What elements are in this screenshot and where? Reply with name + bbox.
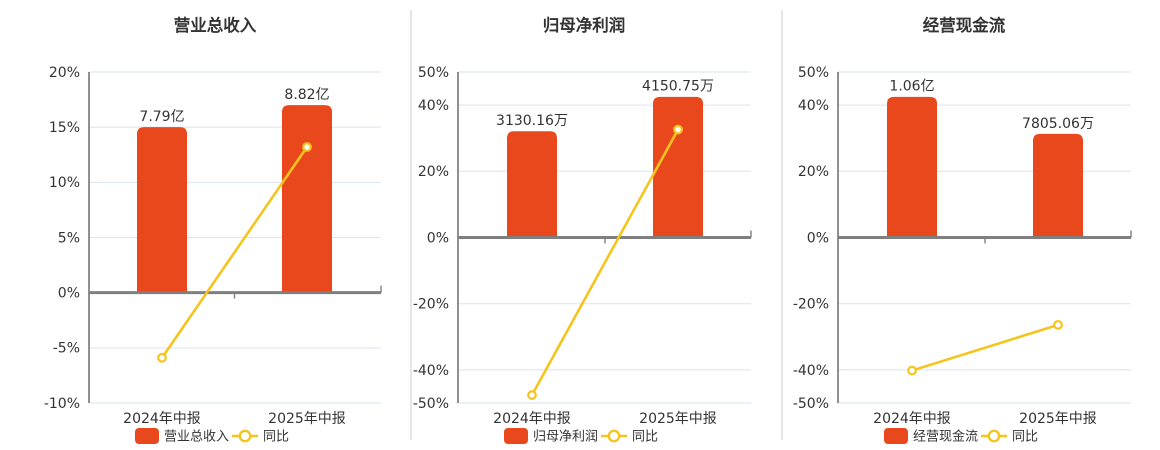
- chart-panel: 20% 15% 10% 5% 0% -5% -10% 7.79亿 8.82亿 2024年中报 202…: [44, 15, 382, 445]
- legend-line-label[interactable]: 同比: [1012, 430, 1038, 445]
- yoy-point[interactable]: [907, 365, 917, 376]
- chart-panel: 50% 40% 20% 0% -20% -40% -50% 3130.16万 4150.75万 2…: [413, 15, 752, 445]
- chart-title: 营业总收入: [174, 15, 257, 35]
- y-tick-label: 20%: [798, 164, 829, 180]
- bar[interactable]: [507, 131, 557, 238]
- bar[interactable]: [653, 96, 703, 238]
- y-tick-label: 15%: [49, 120, 80, 136]
- y-tick-label: 0%: [427, 230, 449, 246]
- x-axis-category-label: 2024年中报: [123, 411, 201, 427]
- y-tick-label: -50%: [793, 396, 829, 412]
- yoy-line: [911, 323, 1059, 372]
- legend-line-marker-circle[interactable]: [607, 429, 621, 443]
- x-axis-category-label: 2024年中报: [873, 411, 951, 427]
- legend-bar-swatch[interactable]: [135, 428, 159, 444]
- y-tick-label: -5%: [53, 341, 80, 357]
- y-tick-label: -40%: [413, 363, 449, 379]
- legend-bar-label[interactable]: 营业总收入: [164, 430, 229, 445]
- yoy-line: [530, 128, 680, 396]
- yoy-point[interactable]: [527, 390, 537, 400]
- legend-line-marker-circle[interactable]: [238, 429, 252, 443]
- bar-value-label: 8.82亿: [284, 87, 329, 103]
- x-axis-category-label: 2025年中报: [268, 411, 346, 427]
- yoy-point[interactable]: [157, 352, 167, 363]
- y-tick-label: 0%: [807, 230, 829, 246]
- yoy-line: [160, 146, 309, 359]
- bar[interactable]: [1033, 133, 1083, 238]
- y-tick-label: 5%: [58, 230, 80, 246]
- bar-value-label: 3130.16万: [496, 113, 568, 129]
- yoy-point[interactable]: [673, 124, 683, 135]
- chart-title: 归母净利润: [543, 15, 626, 35]
- x-axis-category-label: 2025年中报: [639, 411, 717, 427]
- legend-line-label[interactable]: 同比: [263, 430, 289, 445]
- bar-value-label: 7805.06万: [1022, 116, 1094, 132]
- bar-value-label: 1.06亿: [889, 79, 934, 95]
- y-tick-label: -20%: [413, 297, 449, 313]
- bar[interactable]: [887, 96, 937, 238]
- y-tick-label: -50%: [413, 396, 449, 412]
- yoy-point[interactable]: [1053, 319, 1063, 330]
- y-tick-label: -20%: [793, 297, 829, 313]
- legend-bar-swatch[interactable]: [884, 428, 908, 444]
- x-axis-category-label: 2024年中报: [493, 411, 571, 427]
- bar-value-label: 7.79亿: [139, 109, 184, 125]
- x-axis-category-label: 2025年中报: [1019, 411, 1097, 427]
- y-tick-label: 50%: [418, 65, 449, 81]
- y-tick-label: 50%: [798, 65, 829, 81]
- yoy-point[interactable]: [302, 142, 312, 152]
- legend-line-marker-circle[interactable]: [987, 429, 1001, 443]
- legend-bar-label[interactable]: 经营现金流: [913, 429, 978, 445]
- y-tick-label: 10%: [49, 175, 80, 191]
- legend-bar-swatch[interactable]: [504, 428, 528, 444]
- y-tick-label: -40%: [793, 363, 829, 379]
- y-tick-label: -10%: [44, 396, 80, 412]
- bar[interactable]: [282, 105, 332, 293]
- y-tick-label: 40%: [798, 98, 829, 114]
- bar[interactable]: [137, 127, 187, 293]
- y-tick-label: 20%: [418, 164, 449, 180]
- bar-value-label: 4150.75万: [642, 79, 714, 95]
- y-tick-label: 0%: [58, 286, 80, 302]
- chart-title: 经营现金流: [923, 15, 1006, 35]
- chart-panel: 50% 40% 20% 0% -20% -40% -50% 1.06亿 7805.06万 2024…: [793, 15, 1132, 445]
- y-tick-label: 40%: [418, 98, 449, 114]
- legend-line-label[interactable]: 同比: [632, 430, 658, 445]
- legend-bar-label[interactable]: 归母净利润: [533, 430, 598, 445]
- y-tick-label: 20%: [49, 65, 80, 81]
